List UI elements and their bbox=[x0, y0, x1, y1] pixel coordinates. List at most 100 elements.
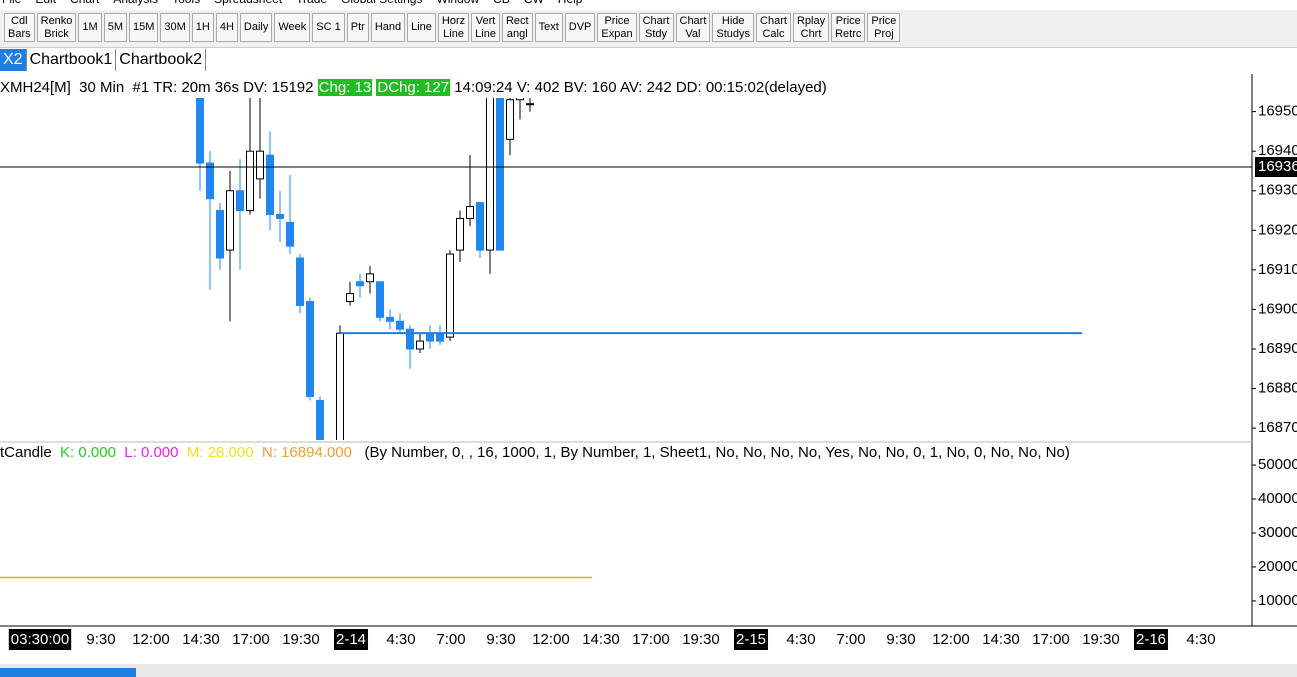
study-params: (By Number, 0, , 16, 1000, 1, By Number,… bbox=[364, 444, 1070, 461]
toolbar-button[interactable]: 1M bbox=[78, 13, 102, 42]
x-tick-label: 9:30 bbox=[886, 631, 915, 648]
candle-body bbox=[506, 99, 514, 140]
menu-item[interactable]: Chart bbox=[70, 0, 99, 6]
x-tick-label: 14:30 bbox=[982, 631, 1020, 648]
toolbar-button[interactable]: Rect angl bbox=[501, 13, 533, 42]
toolbar-button[interactable]: 30M bbox=[160, 13, 190, 42]
y-tick-label: 30000 bbox=[1258, 524, 1297, 541]
x-tick-label: 2-15 bbox=[736, 631, 766, 648]
toolbar-button[interactable]: Price Retrc bbox=[831, 13, 866, 42]
bottom-tab bbox=[0, 668, 136, 677]
study-name: tCandle bbox=[0, 444, 52, 461]
y-tick-label: 10000 bbox=[1258, 592, 1297, 609]
y-tick-label: 16940 bbox=[1258, 142, 1297, 159]
tab[interactable]: X2 bbox=[0, 49, 27, 71]
daily-change: DChg: 127 bbox=[376, 79, 451, 96]
candle-body bbox=[276, 213, 284, 219]
y-tick-label: 16930 bbox=[1258, 182, 1297, 199]
toolbar-button[interactable]: Chart Calc bbox=[756, 13, 791, 42]
candle-body bbox=[306, 301, 314, 397]
time-label-bg bbox=[333, 629, 369, 650]
menu-item[interactable]: Help bbox=[558, 0, 583, 6]
menu-bar: File Edit Chart Analysis Tools Spreadsheet Tra… bbox=[0, 0, 583, 6]
candle-body bbox=[466, 206, 474, 219]
candle-body bbox=[286, 221, 294, 247]
toolbar-button[interactable]: Line bbox=[407, 13, 436, 42]
y-tick-label: 20000 bbox=[1258, 558, 1297, 575]
candle-body bbox=[196, 91, 204, 164]
toolbar-button[interactable]: Horz Line bbox=[437, 13, 470, 42]
menu-item[interactable]: Tools bbox=[172, 0, 200, 6]
y-tick-label: 16920 bbox=[1258, 221, 1297, 238]
tab-bar: X2 Chartbook1 Chartbook2 bbox=[0, 49, 207, 71]
toolbar-button[interactable]: Price Proj bbox=[867, 13, 901, 42]
y-tick-label: 16950 bbox=[1258, 103, 1297, 120]
header-info: 14:09:24 V: 402 BV: 160 AV: 242 DD: 00:1… bbox=[454, 79, 827, 96]
toolbar-button[interactable]: Renko Brick bbox=[36, 13, 77, 42]
study-line: tCandle K: 0.000 L: 0.000 M: 28.000 N: 1… bbox=[0, 443, 1070, 463]
toolbar-button[interactable]: Price Expan bbox=[597, 13, 637, 42]
study-value: M: 28.000 bbox=[186, 444, 254, 461]
toolbar-button[interactable]: Week bbox=[274, 13, 311, 42]
x-tick-label: 12:00 bbox=[132, 631, 170, 648]
tab[interactable]: Chartbook2 bbox=[116, 49, 207, 71]
x-tick-label: 4:30 bbox=[386, 631, 415, 648]
toolbar-button[interactable]: 15M bbox=[128, 13, 159, 42]
menu-item[interactable]: Window bbox=[436, 0, 479, 6]
menu-item[interactable]: Analysis bbox=[113, 0, 158, 6]
x-tick-label: 7:00 bbox=[836, 631, 865, 648]
toolbar-button[interactable]: DVP bbox=[564, 13, 596, 42]
x-tick-label: 4:30 bbox=[1186, 631, 1215, 648]
x-tick-label: 4:30 bbox=[786, 631, 815, 648]
x-tick-label: 7:00 bbox=[436, 631, 465, 648]
menu-item[interactable]: File bbox=[2, 0, 21, 6]
candle-body bbox=[236, 190, 244, 212]
y-tick-label: 16870 bbox=[1258, 419, 1297, 436]
menu-item[interactable]: Global Settings bbox=[341, 0, 422, 6]
toolbar-button[interactable]: 1H bbox=[191, 13, 214, 42]
x-tick-label: 19:30 bbox=[1082, 631, 1120, 648]
toolbar-button[interactable]: Hide Studys bbox=[712, 13, 755, 42]
menu-item[interactable]: Spreadsheet bbox=[214, 0, 282, 6]
tab[interactable]: Chartbook1 bbox=[27, 49, 117, 71]
x-tick-label: 2-14 bbox=[336, 631, 366, 648]
candle-body bbox=[356, 281, 364, 287]
toolbar-button[interactable]: Hand bbox=[370, 13, 406, 42]
menu-item[interactable]: CW bbox=[524, 0, 544, 6]
time-label-bg bbox=[8, 629, 72, 650]
toolbar-button[interactable]: Ptr bbox=[346, 13, 369, 42]
x-tick-label: 12:00 bbox=[532, 631, 570, 648]
menu-item[interactable]: CB bbox=[493, 0, 510, 6]
current-price-label: 16936 bbox=[1258, 158, 1297, 175]
toolbar-button[interactable]: 5M bbox=[103, 13, 127, 42]
toolbar-button[interactable]: Cdl Bars bbox=[4, 13, 35, 42]
candle-body bbox=[426, 332, 434, 342]
chart-bg bbox=[0, 74, 1297, 626]
candle-body bbox=[476, 202, 484, 251]
header-info: XMH24[M] 30 Min #1 TR: 20m 36s DV: 15192 bbox=[0, 79, 314, 96]
toolbar-button[interactable]: Rplay Chrt bbox=[792, 13, 830, 42]
x-tick-label: 19:30 bbox=[282, 631, 320, 648]
toolbar-button[interactable]: SC 1 bbox=[312, 13, 345, 42]
candle-body bbox=[436, 332, 444, 342]
toolbar-button[interactable]: 4H bbox=[215, 13, 238, 42]
y-tick-label: 16900 bbox=[1258, 300, 1297, 317]
toolbar-button[interactable]: Chart Stdy bbox=[638, 13, 674, 42]
toolbar-button[interactable]: Chart Val bbox=[675, 13, 711, 42]
candle-body bbox=[316, 399, 324, 440]
candle-body bbox=[526, 103, 534, 106]
x-tick-label: 17:00 bbox=[232, 631, 270, 648]
menu-item[interactable]: Trade bbox=[296, 0, 327, 6]
y-tick-label: 50000 bbox=[1258, 456, 1297, 473]
candle-body bbox=[376, 281, 384, 318]
menu-item[interactable]: Edit bbox=[35, 0, 56, 6]
candle-body bbox=[406, 328, 414, 350]
toolbar-button[interactable]: Text bbox=[534, 13, 563, 42]
toolbar-button[interactable]: Daily bbox=[239, 13, 273, 42]
toolbar-button[interactable]: Vert Line bbox=[471, 13, 500, 42]
candle-body bbox=[216, 210, 224, 259]
candle-body bbox=[456, 217, 464, 251]
y-tick-label: 16880 bbox=[1258, 380, 1297, 397]
